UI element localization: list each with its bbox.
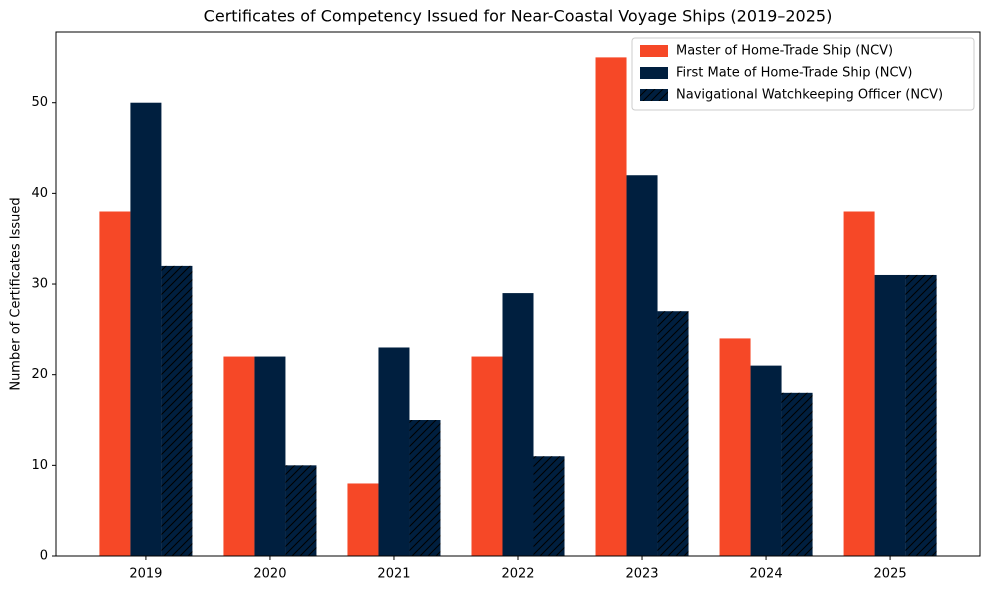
bar (595, 57, 627, 556)
x-tick-label: 2021 (377, 567, 410, 582)
x-tick-label: 2020 (253, 567, 286, 582)
x-tick-label: 2022 (501, 567, 534, 582)
bar (750, 365, 782, 556)
x-tick-label: 2023 (625, 567, 658, 582)
bar (719, 338, 751, 556)
legend-label: First Mate of Home-Trade Ship (NCV) (676, 66, 913, 81)
bar (471, 356, 503, 556)
bar (378, 347, 410, 556)
y-axis-label: Number of Certificates Issued (9, 197, 24, 390)
legend-box (631, 37, 975, 111)
x-tick-label: 2019 (129, 567, 162, 582)
bar-hatch (161, 265, 193, 556)
bar (843, 211, 875, 557)
bar (254, 356, 286, 556)
legend-label: Master of Home-Trade Ship (NCV) (676, 44, 893, 59)
y-tick-label: 40 (31, 186, 48, 201)
y-tick-label: 50 (31, 95, 48, 110)
legend-swatch (640, 67, 668, 79)
bar-hatch (781, 392, 813, 556)
legend-swatch-hatch (640, 89, 668, 101)
bar (223, 356, 255, 556)
chart-title: Certificates of Competency Issued for Ne… (204, 7, 833, 26)
y-tick-label: 20 (31, 367, 48, 382)
x-tick-label: 2025 (874, 567, 907, 582)
bar (502, 293, 534, 556)
bar-hatch (905, 274, 937, 556)
bar (626, 175, 658, 556)
bar-hatch (409, 420, 441, 556)
plot-frame (55, 31, 981, 557)
bar-hatch (657, 311, 689, 556)
legend-label: Navigational Watchkeeping Officer (NCV) (676, 88, 943, 103)
bar-hatch (533, 456, 565, 556)
y-tick-label: 10 (31, 458, 48, 473)
bar (99, 211, 131, 557)
y-tick-label: 0 (40, 549, 48, 564)
y-tick-label: 30 (31, 277, 48, 292)
bar (130, 102, 162, 556)
bar (874, 274, 906, 556)
bar-hatch (285, 465, 317, 556)
x-tick-label: 2024 (750, 567, 783, 582)
bar (347, 483, 379, 556)
legend-swatch (640, 45, 668, 57)
